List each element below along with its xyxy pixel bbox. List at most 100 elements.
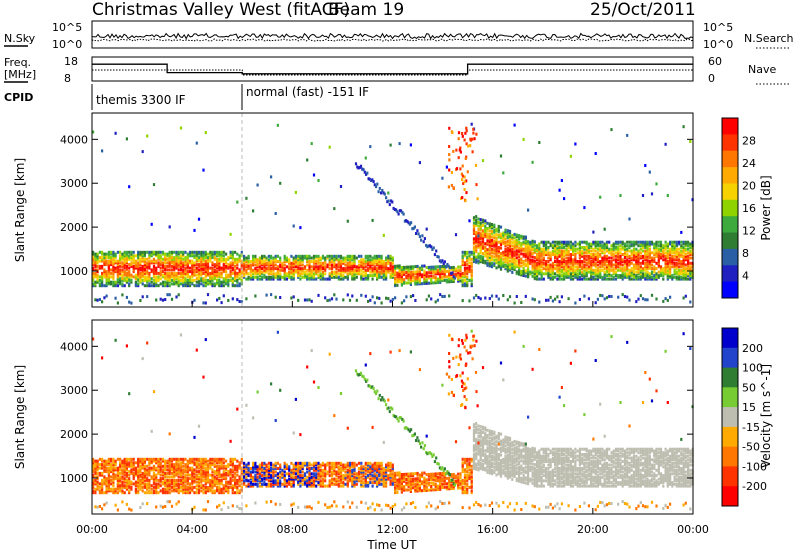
velocity-cell xyxy=(92,482,95,486)
power-cell xyxy=(371,178,374,182)
power-cell xyxy=(105,277,108,281)
power-cell xyxy=(569,277,572,281)
velocity-cell xyxy=(150,461,153,465)
velocity-cell xyxy=(164,489,167,493)
power-cell xyxy=(130,254,133,258)
velocity-cell xyxy=(202,463,205,467)
power-cell xyxy=(619,194,622,197)
velocity-cell xyxy=(220,475,223,479)
power-cell xyxy=(155,259,158,263)
power-cell xyxy=(551,240,554,244)
power-cell xyxy=(186,271,189,275)
power-cell xyxy=(170,257,174,261)
power-cell xyxy=(236,275,239,279)
power-cell xyxy=(585,263,588,267)
power-cell xyxy=(612,268,615,272)
velocity-cell xyxy=(152,480,156,484)
power-cell xyxy=(578,265,581,269)
power-cell xyxy=(669,260,672,263)
power-cell xyxy=(481,234,485,238)
power-cell xyxy=(495,254,498,258)
power-cell xyxy=(522,247,525,251)
power-cell xyxy=(565,256,568,260)
power-cell xyxy=(312,272,316,276)
power-cell xyxy=(675,244,678,248)
power-cell xyxy=(567,246,570,249)
power-cell xyxy=(173,268,176,272)
velocity-cell xyxy=(161,491,165,495)
power-cell xyxy=(585,268,588,272)
power-cell xyxy=(267,260,270,263)
power-cell xyxy=(159,270,162,274)
velocity-cell xyxy=(186,480,189,484)
power-cell xyxy=(333,254,336,258)
power-cell xyxy=(590,272,593,276)
power-cell xyxy=(513,250,516,254)
velocity-cell xyxy=(119,464,122,468)
velocity-cell xyxy=(114,491,117,495)
power-cell xyxy=(391,268,394,272)
power-cell xyxy=(675,240,678,244)
power-cell xyxy=(441,277,444,281)
power-cell xyxy=(610,295,613,298)
power-cell xyxy=(317,270,320,274)
power-cell xyxy=(687,258,690,262)
power-cell xyxy=(563,272,566,276)
power-cell xyxy=(596,263,599,267)
power-cell xyxy=(436,270,439,274)
velocity-cell xyxy=(92,484,95,488)
power-cell xyxy=(475,215,478,219)
power-cell xyxy=(326,265,329,269)
velocity-cell xyxy=(143,461,146,465)
velocity-cell xyxy=(130,461,133,465)
power-cell xyxy=(326,277,329,281)
power-cell xyxy=(121,264,124,268)
power-cell xyxy=(466,170,469,174)
power-cell xyxy=(549,277,552,281)
power-cell xyxy=(357,254,361,258)
power-cell xyxy=(125,259,128,263)
power-cell xyxy=(666,242,669,246)
power-cell xyxy=(416,272,419,275)
power-cell xyxy=(558,254,561,258)
power-cell xyxy=(265,275,268,279)
power-cell xyxy=(488,241,491,245)
velocity-cell xyxy=(216,473,219,477)
power-cell xyxy=(416,229,419,233)
power-cell xyxy=(276,260,279,263)
velocity-cell xyxy=(141,466,144,470)
power-cell xyxy=(639,244,642,248)
power-cell xyxy=(279,181,282,185)
power-cell xyxy=(560,274,563,278)
power-cell xyxy=(565,270,568,274)
velocity-cell xyxy=(211,459,214,463)
velocity-cell xyxy=(202,484,205,488)
power-cell xyxy=(328,298,331,302)
power-cell xyxy=(669,242,672,246)
power-cell xyxy=(297,263,300,267)
power-cell xyxy=(563,260,566,263)
velocity-cell xyxy=(125,478,128,482)
power-cell xyxy=(427,244,430,248)
power-cell xyxy=(522,260,525,263)
power-cell xyxy=(578,298,581,301)
power-cell xyxy=(321,274,325,278)
power-cell xyxy=(150,252,153,256)
velocity-cell xyxy=(155,478,158,482)
velocity-cell xyxy=(213,470,216,474)
velocity-cell xyxy=(112,473,115,477)
power-cell xyxy=(502,252,505,256)
power-cell xyxy=(671,247,674,251)
velocity-cell xyxy=(132,477,135,481)
power-cell xyxy=(554,246,557,249)
power-cell xyxy=(92,252,95,256)
power-cell xyxy=(635,240,638,244)
velocity-cell xyxy=(92,337,95,341)
velocity-cell xyxy=(177,489,180,493)
power-cell xyxy=(346,268,349,272)
power-cell xyxy=(182,282,185,286)
power-cell xyxy=(488,252,491,256)
power-cell xyxy=(567,251,570,255)
velocity-cell xyxy=(166,464,169,468)
power-cell xyxy=(182,277,185,281)
